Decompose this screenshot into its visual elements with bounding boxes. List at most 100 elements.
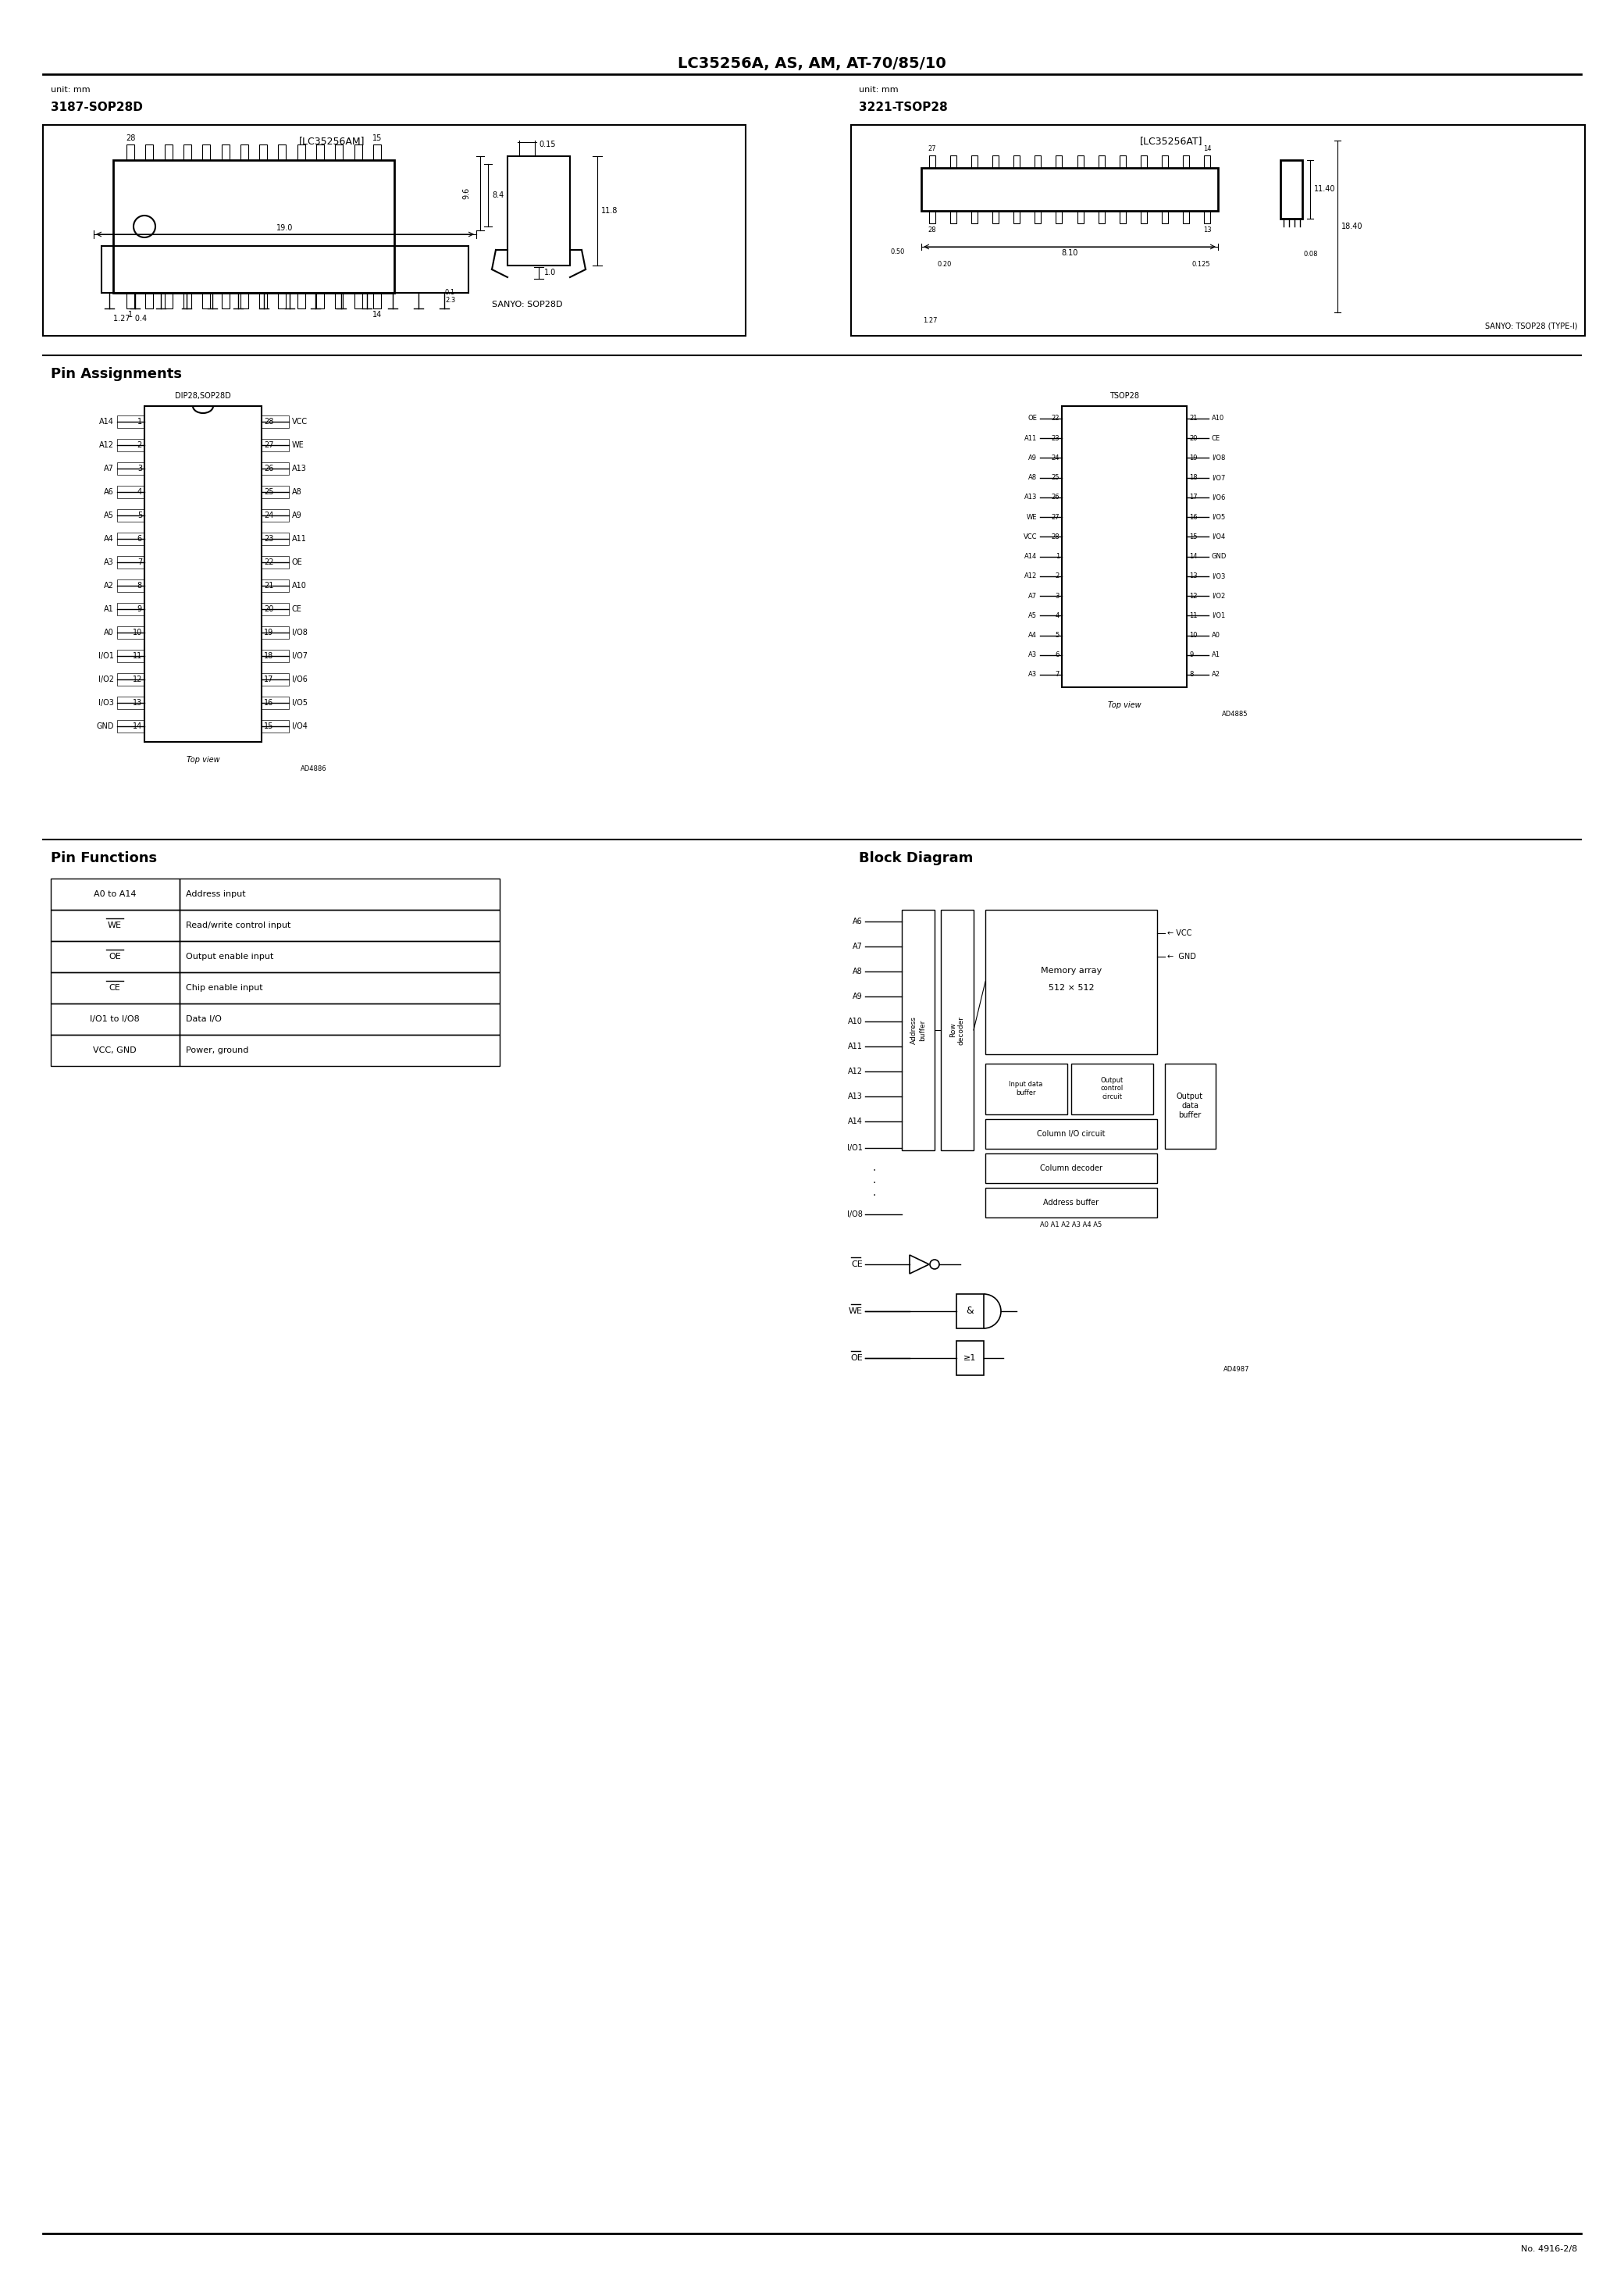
Text: 5: 5 bbox=[1056, 631, 1059, 638]
Bar bbox=[261, 533, 289, 544]
Text: 0.08: 0.08 bbox=[1304, 251, 1319, 257]
Bar bbox=[261, 485, 289, 499]
Text: .: . bbox=[872, 1187, 877, 1198]
Text: SANYO: TSOP28 (TYPE-I): SANYO: TSOP28 (TYPE-I) bbox=[1484, 321, 1577, 330]
Text: 3: 3 bbox=[138, 465, 143, 472]
Bar bbox=[117, 485, 145, 499]
Bar bbox=[42, 125, 745, 335]
Text: 10: 10 bbox=[1189, 631, 1197, 638]
Bar bbox=[117, 697, 145, 708]
Text: GND: GND bbox=[1212, 554, 1226, 560]
Bar bbox=[146, 294, 153, 308]
Bar bbox=[261, 649, 289, 663]
Bar bbox=[221, 144, 229, 159]
Bar bbox=[117, 415, 145, 428]
Text: 28: 28 bbox=[125, 134, 135, 141]
Text: &: & bbox=[966, 1305, 973, 1317]
Bar bbox=[260, 144, 266, 159]
Text: A9: A9 bbox=[853, 993, 862, 1000]
Bar bbox=[117, 604, 145, 615]
Bar bbox=[180, 1005, 500, 1034]
Bar bbox=[180, 909, 500, 941]
Text: CE: CE bbox=[1212, 435, 1221, 442]
Text: 23: 23 bbox=[263, 535, 273, 542]
Text: 13: 13 bbox=[133, 699, 143, 706]
Text: [LC35256AT]: [LC35256AT] bbox=[1140, 137, 1203, 146]
Text: 28: 28 bbox=[927, 226, 937, 235]
Bar bbox=[957, 1342, 984, 1376]
Bar bbox=[221, 294, 229, 308]
Bar bbox=[50, 1005, 180, 1034]
Bar bbox=[180, 1034, 500, 1066]
Text: Pin Assignments: Pin Assignments bbox=[50, 367, 182, 380]
Text: Block Diagram: Block Diagram bbox=[859, 852, 973, 866]
Bar bbox=[1164, 1064, 1216, 1148]
Bar bbox=[851, 125, 1585, 335]
Text: A6: A6 bbox=[104, 487, 114, 497]
Bar bbox=[50, 879, 180, 909]
Text: VCC, GND: VCC, GND bbox=[93, 1046, 136, 1055]
Text: GND: GND bbox=[96, 722, 114, 731]
Text: VCC: VCC bbox=[292, 417, 307, 426]
Text: A8: A8 bbox=[853, 968, 862, 975]
Text: 8.4: 8.4 bbox=[492, 191, 503, 198]
Text: CE: CE bbox=[292, 606, 302, 613]
Text: 14: 14 bbox=[133, 722, 143, 731]
Text: I/O4: I/O4 bbox=[1212, 533, 1224, 540]
Text: 9.6: 9.6 bbox=[463, 187, 469, 198]
Text: 0.125: 0.125 bbox=[1192, 262, 1210, 269]
Text: I/O7: I/O7 bbox=[292, 652, 307, 661]
Bar bbox=[374, 294, 382, 308]
Bar bbox=[1013, 212, 1020, 223]
Text: 11: 11 bbox=[1189, 613, 1197, 620]
Text: I/O7: I/O7 bbox=[1212, 474, 1226, 481]
Bar bbox=[986, 909, 1156, 1055]
Text: 3: 3 bbox=[1056, 592, 1059, 599]
Bar bbox=[50, 909, 180, 941]
Text: A7: A7 bbox=[104, 465, 114, 472]
Bar bbox=[261, 720, 289, 734]
Text: 22: 22 bbox=[263, 558, 274, 567]
Text: 15: 15 bbox=[1189, 533, 1197, 540]
Text: VCC: VCC bbox=[1023, 533, 1036, 540]
Text: A3: A3 bbox=[1028, 652, 1036, 658]
Text: ≥1: ≥1 bbox=[963, 1353, 976, 1362]
Text: unit: mm: unit: mm bbox=[50, 87, 91, 93]
Bar bbox=[901, 909, 934, 1150]
Text: 20: 20 bbox=[263, 606, 273, 613]
Bar bbox=[278, 144, 286, 159]
Text: ←  GND: ← GND bbox=[1168, 952, 1195, 961]
Text: Column I/O circuit: Column I/O circuit bbox=[1038, 1130, 1106, 1137]
Bar bbox=[335, 294, 343, 308]
Bar bbox=[1062, 405, 1187, 688]
Text: WE: WE bbox=[292, 442, 304, 449]
Text: A0 A1 A2 A3 A4 A5: A0 A1 A2 A3 A4 A5 bbox=[1041, 1221, 1103, 1228]
Text: 14: 14 bbox=[1189, 554, 1197, 560]
Text: A12: A12 bbox=[848, 1068, 862, 1075]
Text: I/O4: I/O4 bbox=[292, 722, 307, 731]
Bar bbox=[164, 144, 172, 159]
Bar bbox=[240, 144, 248, 159]
Text: CE: CE bbox=[851, 1260, 862, 1269]
Text: 0.20: 0.20 bbox=[937, 262, 952, 269]
Bar bbox=[1098, 155, 1104, 169]
Text: A0: A0 bbox=[1212, 631, 1220, 638]
Text: A7: A7 bbox=[853, 943, 862, 950]
Text: A1: A1 bbox=[104, 606, 114, 613]
Bar bbox=[117, 720, 145, 734]
Text: 2.3: 2.3 bbox=[445, 296, 455, 303]
Text: AD4987: AD4987 bbox=[1223, 1367, 1249, 1374]
Text: 3187-SOP28D: 3187-SOP28D bbox=[50, 103, 143, 114]
Text: A10: A10 bbox=[848, 1018, 862, 1025]
Bar bbox=[921, 169, 1218, 212]
Text: .: . bbox=[872, 1175, 877, 1185]
Text: A12: A12 bbox=[1025, 572, 1036, 579]
Text: I/O8: I/O8 bbox=[292, 629, 307, 636]
Text: 18: 18 bbox=[263, 652, 273, 661]
Text: 25: 25 bbox=[263, 487, 274, 497]
Text: LC35256A, AS, AM, AT-70/85/10: LC35256A, AS, AM, AT-70/85/10 bbox=[677, 57, 947, 71]
Text: A9: A9 bbox=[292, 513, 302, 519]
Bar bbox=[261, 440, 289, 451]
Bar bbox=[117, 440, 145, 451]
Text: Row
decoder: Row decoder bbox=[950, 1016, 965, 1046]
